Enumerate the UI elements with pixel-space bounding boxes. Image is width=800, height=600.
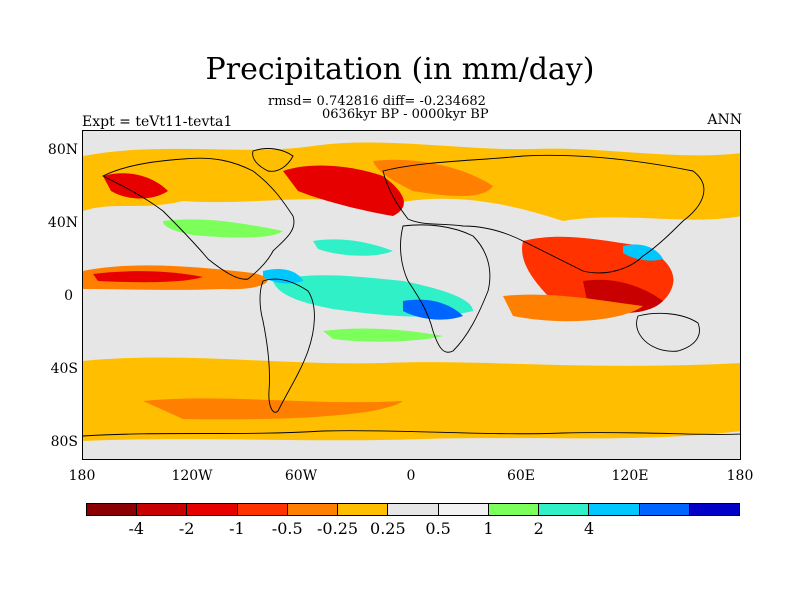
- southern-ocean-orange: [83, 357, 740, 441]
- south-america-coast: [259, 278, 315, 413]
- ytick-80s: 80S: [50, 434, 78, 450]
- southern-green: [323, 328, 443, 342]
- colorbar-label: -2: [178, 519, 195, 538]
- north-atlantic-red: [283, 165, 404, 216]
- colorbar-swatch: [388, 504, 439, 515]
- colorbar-swatch: [87, 504, 138, 515]
- colorbar-label: 0.25: [370, 519, 406, 538]
- precipitation-map: [82, 130, 741, 460]
- europe-asia-coast: [382, 154, 705, 274]
- ytick-40s: 40S: [50, 361, 78, 377]
- map-svg: [83, 142, 740, 441]
- colorbar-swatch: [438, 504, 489, 515]
- colorbar-label: 1: [483, 519, 494, 538]
- colorbar-swatch: [589, 504, 640, 515]
- alaska-red: [103, 173, 168, 199]
- xtick-120w: 120W: [171, 468, 213, 484]
- eurasia-orange: [373, 159, 493, 196]
- stats-subtitle: rmsd= 0.742816 diff= -0.234682: [268, 94, 486, 109]
- colorbar-swatch: [488, 504, 540, 515]
- colorbar-label: -0.25: [317, 519, 359, 538]
- colorbar-swatch: [287, 504, 339, 515]
- colorbar-label: 2: [533, 519, 544, 538]
- southern-ocean-darkorange: [143, 398, 403, 420]
- north-america-coast: [101, 157, 295, 280]
- xtick-60w: 60W: [284, 468, 318, 484]
- colorbar: [86, 503, 740, 516]
- africa-coast: [400, 224, 491, 353]
- coastlines: [83, 148, 740, 437]
- south-atlantic-blue: [403, 299, 463, 320]
- west-pacific-blue: [623, 244, 663, 261]
- colorbar-swatch: [237, 504, 288, 515]
- page-title: Precipitation (in mm/day): [205, 52, 595, 87]
- colorbar-label: 4: [583, 519, 595, 538]
- colorbar-label: -4: [128, 519, 145, 538]
- caribbean-blue: [263, 269, 303, 284]
- pacific-itcz-red: [93, 271, 203, 283]
- ytick-0: 0: [64, 288, 73, 304]
- colorbar-swatch: [187, 504, 238, 515]
- xtick-60e: 60E: [506, 468, 536, 484]
- colorbar-label: -1: [229, 519, 245, 538]
- ytick-40n: 40N: [47, 215, 78, 231]
- xtick-180w: 180: [68, 468, 96, 484]
- xtick-120e: 120E: [611, 468, 649, 484]
- colorbar-swatch: [338, 504, 389, 515]
- experiment-label: Expt = teVt11-tevta1: [82, 114, 233, 130]
- ytick-80n: 80N: [47, 142, 78, 158]
- greenland-coast: [252, 148, 294, 172]
- atlantic-green: [313, 239, 393, 256]
- xtick-0: 0: [406, 468, 416, 484]
- colorbar-label: 0.5: [425, 519, 451, 538]
- colorbar-swatch: [689, 504, 740, 515]
- xtick-180e: 180: [726, 468, 754, 484]
- colorbar-swatch: [639, 504, 690, 515]
- colorbar-swatch: [137, 504, 188, 515]
- season-label: ANN: [707, 112, 742, 128]
- australia-coast: [636, 312, 700, 352]
- south-indian-orange: [503, 294, 643, 322]
- anomaly-fields: [83, 142, 740, 441]
- north-america-green: [163, 219, 283, 238]
- colorbar-swatch: [539, 504, 590, 515]
- antarctica-coast: [83, 430, 740, 437]
- colorbar-label: -0.5: [271, 519, 303, 538]
- period-subtitle: 0636kyr BP - 0000kyr BP: [322, 107, 489, 122]
